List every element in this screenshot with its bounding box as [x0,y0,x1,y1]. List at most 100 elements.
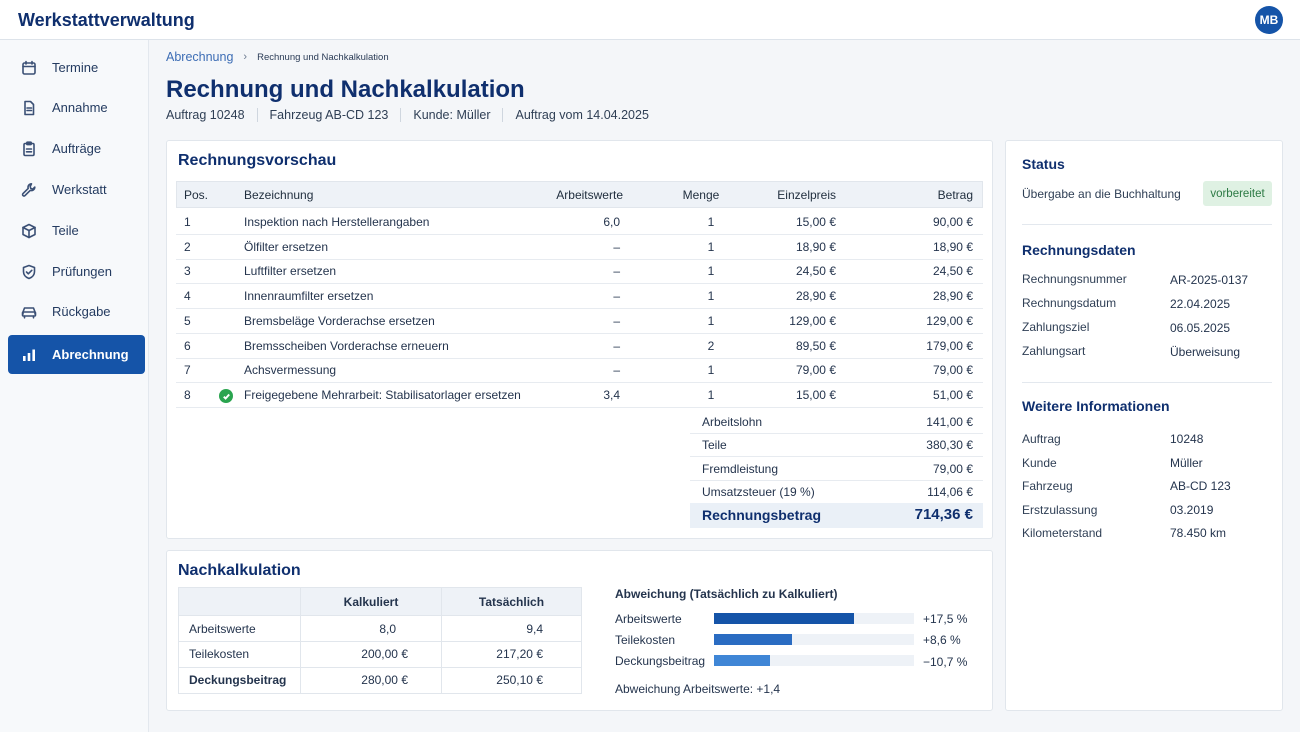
field-value: 10248 [1170,432,1204,446]
invoice-row-betrag: 24,50 € [932,264,973,278]
deviation-bar-deckungsbeitrag [714,655,770,666]
invoice-row-menge: 1 [707,289,715,303]
invoice-row-pos: 5 [184,314,191,328]
field-label: Rechnungsnummer [1022,272,1127,286]
nk-row-label: Arbeitswerte [189,622,256,636]
invoice-row-betrag: 18,90 € [932,240,973,254]
invoice-row-menge: 1 [707,314,715,328]
approved-check-icon [219,389,233,403]
invoice-row-einzelpreis: 28,90 € [795,289,836,303]
nachkalkulation-card [166,550,993,711]
sidebar-item-termine[interactable]: Termine [8,48,145,87]
sidebar-item-werkstatt[interactable]: Werkstatt [8,170,145,209]
meta-vehicle: Fahrzeug AB-CD 123 [269,108,389,122]
invoice-row-menge: 1 [707,363,715,377]
invoice-row-menge: 1 [707,240,715,254]
invoice-total-value: 714,36 € [914,506,973,523]
invoice-row-betrag: 129,00 € [926,314,973,328]
deviation-value: +17,5 % [923,612,968,626]
sidebar-item-abrechnung[interactable]: Abrechnung [8,335,145,374]
deviation-label: Deckungsbeitrag [615,654,706,668]
deviation-bar-teilekosten [714,634,792,645]
summary-label: Teile [702,438,727,452]
sidebar-item-teile[interactable]: Teile [8,211,145,250]
sidebar-item-rueckgabe[interactable]: Rückgabe [8,292,145,331]
deviation-bar-track [714,613,914,624]
invoice-row-menge: 2 [707,339,715,353]
invoice-row-einzelpreis: 129,00 € [789,314,836,328]
col-header-menge: Menge [682,188,720,202]
nachkalkulation-table: Kalkuliert Tatsächlich Arbeitswerte 8,0 … [178,587,582,694]
deviation-value: +8,6 % [923,633,961,647]
summary-value: 79,00 € [932,462,973,476]
status-label: Übergabe an die Buchhaltung [1022,187,1181,201]
meta-customer: Kunde: Müller [413,108,491,122]
summary-divider [690,456,983,457]
invoice-row-betrag: 179,00 € [926,339,973,353]
invoice-row-menge: 1 [707,264,715,278]
box-icon [20,222,38,240]
field-value: 78.450 km [1170,526,1227,540]
invoice-row-pos: 8 [184,388,191,402]
field-label: Kilometerstand [1022,526,1103,540]
row-divider [176,234,983,235]
meta-order-date: Auftrag vom 14.04.2025 [515,108,649,122]
nk-row-label: Teilekosten [189,647,250,661]
invoice-row-einzelpreis: 24,50 € [795,264,836,278]
row-divider [176,382,983,383]
field-value: Überweisung [1170,345,1241,359]
invoice-row-pos: 1 [184,215,191,229]
deviation-title: Abweichung (Tatsächlich zu Kalkuliert) [615,587,838,601]
invoice-row-pos: 2 [184,240,191,254]
nk-row-label: Deckungsbeitrag [189,673,287,687]
sidebar-item-auftraege[interactable]: Aufträge [8,129,145,168]
nachkalkulation-table-header [179,588,581,615]
deviation-label: Teilekosten [615,633,676,647]
top-bar: Werkstattverwaltung MB [0,0,1300,40]
invoice-row-einzelpreis: 18,90 € [795,240,836,254]
invoice-row-desc: Ölfilter ersetzen [244,240,329,254]
deviation-note: Abweichung Arbeitswerte: +1,4 [615,682,781,696]
invoice-row-arbeitswerte: 3,4 [603,388,620,402]
invoice-row-arbeitswerte: 6,0 [603,215,620,229]
bar-chart-icon [20,346,38,364]
deviation-bar-track [714,655,914,666]
col-header-einzelpreis: Einzelpreis [777,188,836,202]
wrench-icon [20,181,38,199]
field-value: AR-2025-0137 [1170,273,1249,287]
nk-row-ist: 217,20 € [496,647,543,661]
invoice-row-pos: 3 [184,264,191,278]
invoice-row-betrag: 90,00 € [932,215,973,229]
meta-order: Auftrag 10248 [166,108,245,122]
summary-divider [690,480,983,481]
document-icon [20,99,38,117]
sidebar: Termine Annahme Aufträge Werkstatt Teile… [0,40,149,732]
invoice-row-desc: Innenraumfilter ersetzen [244,289,374,303]
field-label: Zahlungsziel [1022,320,1090,334]
breadcrumb-current: Rechnung und Nachkalkulation [257,51,389,63]
invoice-row-desc: Inspektion nach Herstellerangaben [244,215,430,229]
breadcrumb: Abrechnung › Rechnung und Nachkalkulatio… [166,50,389,64]
user-avatar[interactable]: MB [1255,6,1283,34]
chevron-right-icon: › [243,51,248,63]
nk-row-ist: 250,10 € [496,673,543,687]
invoice-row-einzelpreis: 89,50 € [795,339,836,353]
invoice-row-desc: Freigegebene Mehrarbeit: Stabilisatorlag… [244,388,521,402]
col-header-desc: Bezeichnung [244,188,314,202]
meta-separator [256,108,258,122]
sidebar-item-pruefungen[interactable]: Prüfungen [8,252,145,291]
field-value: 06.05.2025 [1170,321,1231,335]
col-header-arbeitswerte: Arbeitswerte [556,188,623,202]
row-divider [176,333,983,334]
sidebar-item-annahme[interactable]: Annahme [8,88,145,127]
invoice-row-einzelpreis: 79,00 € [795,363,836,377]
invoice-row-desc: Bremsscheiben Vorderachse erneuern [244,339,449,353]
summary-label: Umsatzsteuer (19 %) [702,485,815,499]
breadcrumb-parent-link[interactable]: Abrechnung [166,50,234,64]
sidebar-item-label: Werkstatt [52,182,107,197]
table-divider [179,667,581,668]
invoice-row-arbeitswerte: – [613,363,620,377]
field-label: Fahrzeug [1022,479,1073,493]
weitere-title: Weitere Informationen [1022,398,1170,414]
row-divider [176,283,983,284]
